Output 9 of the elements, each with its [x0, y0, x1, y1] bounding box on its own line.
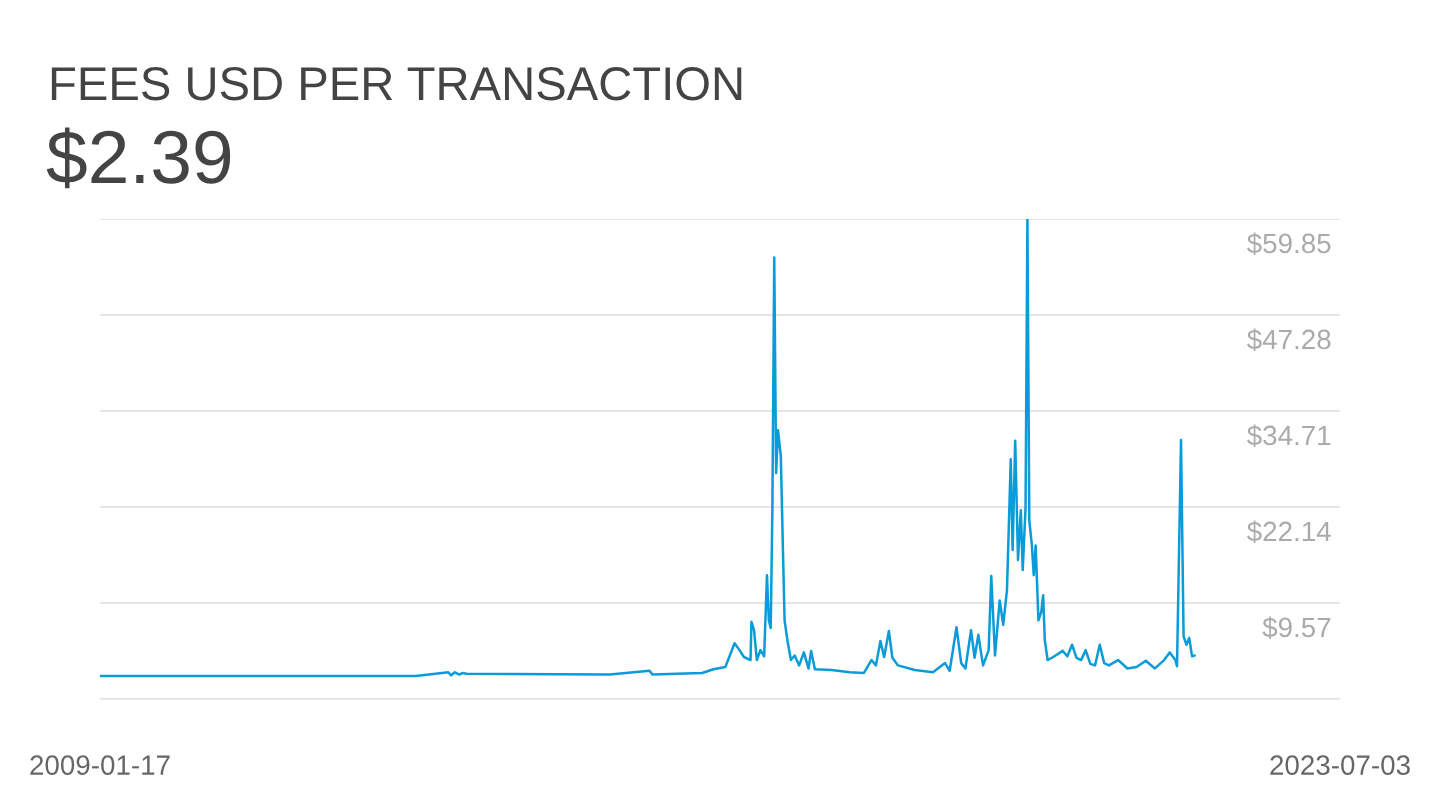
x-tick-label: 2009-01-17 [30, 755, 170, 775]
y-tick-label: $9.57 [1262, 616, 1331, 639]
y-tick-label: $22.14 [1247, 520, 1331, 543]
chart-subtitle: $2.39 [46, 127, 231, 189]
chart-title: FEES USD PER TRANSACTION [51, 67, 742, 101]
y-tick-label: $47.28 [1247, 328, 1331, 351]
y-tick-label: $34.71 [1247, 424, 1331, 447]
x-tick-label: 2023-07-03 [1270, 755, 1410, 775]
y-tick-label: $59.85 [1247, 232, 1331, 255]
